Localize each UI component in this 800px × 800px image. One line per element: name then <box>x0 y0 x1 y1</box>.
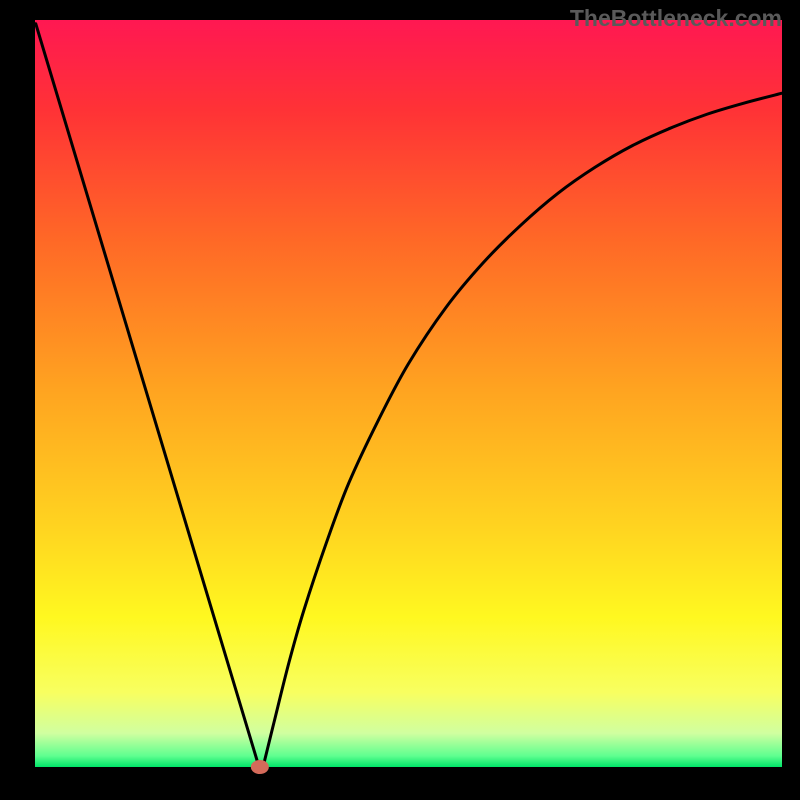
bottleneck-chart <box>0 0 800 800</box>
watermark-text: TheBottleneck.com <box>570 5 782 32</box>
minimum-marker <box>251 760 269 774</box>
chart-container: TheBottleneck.com <box>0 0 800 800</box>
